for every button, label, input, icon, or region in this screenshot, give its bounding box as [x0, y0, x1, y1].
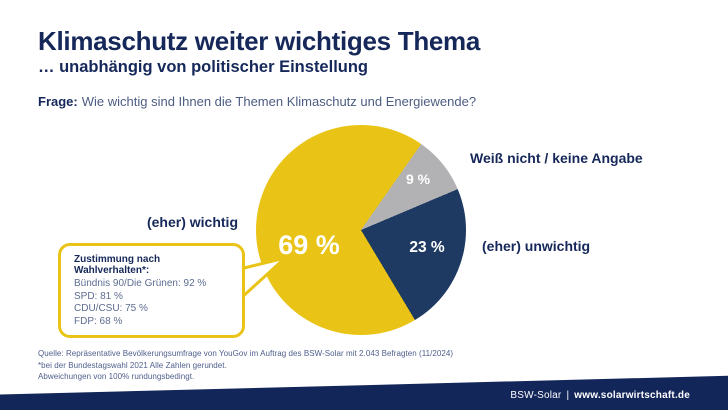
footer-url[interactable]: www.solarwirtschaft.de [574, 390, 690, 401]
pie-value-unwichtig: 23 % [409, 239, 445, 256]
annotation-item-cdu-csu: CDU/CSU: 75 % [74, 303, 148, 314]
page-title: Klimaschutz weiter wichtiges Thema [38, 26, 481, 56]
question-text: Wie wichtig sind Ihnen die Themen Klimas… [81, 94, 477, 109]
pie-value-weiss-nicht: 9 % [405, 171, 431, 187]
annotation-bubble: Zustimmung nach Wahlverhalten*: Bündnis … [58, 243, 245, 338]
footer-brand: BSW-Solar [510, 390, 562, 401]
footer-branding: BSW-Solar | www.solarwirtschaft.de [510, 390, 690, 401]
pie-chart [256, 125, 466, 335]
annotation-item-gruene: Bündnis 90/Die Grünen: 92 % [74, 278, 207, 289]
pie-value-wichtig: 69 % [278, 230, 340, 260]
footnote-asterisk: *bei der Bundestagswahl 2021 Alle Zahlen… [38, 360, 227, 370]
slice-label-unwichtig: (eher) unwichtig [482, 238, 591, 254]
source-footnotes: Quelle: Repräsentative Bevölkerungsumfra… [38, 348, 453, 383]
annotation-item-spd: SPD: 81 % [74, 290, 123, 302]
footer-separator: | [566, 390, 570, 401]
footnote-rounding: Abweichungen von 100% rundungsbedingt. [38, 372, 195, 381]
annotation-title: Zustimmung nach Wahlverhalten*: [74, 254, 161, 276]
slice-label-wichtig: (eher) wichtig [146, 214, 238, 230]
page-subtitle: … unabhängig von politischer Einstellung [38, 58, 369, 76]
footnote-source: Quelle: Repräsentative Bevölkerungsumfra… [38, 349, 454, 358]
question-label: Frage: [38, 94, 78, 109]
speech-bubble-tail-icon [238, 256, 287, 301]
slice-label-weiss-nicht: Weiß nicht / keine Angabe [470, 150, 643, 166]
annotation-item-fdp: FDP: 68 % [74, 315, 123, 327]
survey-question: Frage: Wie wichtig sind Ihnen die Themen … [38, 94, 476, 109]
